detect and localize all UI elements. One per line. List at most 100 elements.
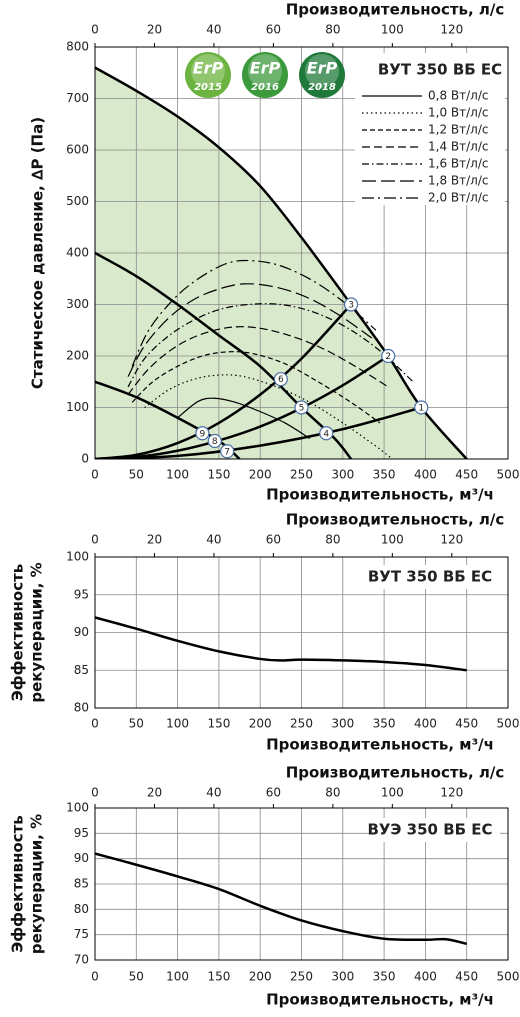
legend-label: 1,0 Вт/л/с [428, 106, 488, 120]
title-box [370, 818, 500, 842]
line [177, 397, 311, 439]
x-tick-label: 500 [497, 970, 520, 984]
point-label: 4 [323, 429, 329, 439]
line [131, 259, 377, 367]
point-label: 9 [200, 429, 206, 439]
point-marker [414, 400, 429, 415]
y-tick-label: 85 [74, 877, 89, 891]
x-tick-label: 150 [207, 970, 230, 984]
line [144, 374, 393, 459]
x2-tick-label: 40 [206, 786, 221, 800]
y-tick-label: 300 [66, 297, 89, 311]
x2-tick-label: 120 [440, 533, 463, 547]
point-label: 3 [348, 301, 354, 311]
x-tick-label: 350 [373, 717, 396, 731]
x-tick-label: 100 [166, 468, 189, 482]
x-tick-label: 250 [290, 970, 313, 984]
x2-tick-label: 100 [381, 23, 404, 37]
badge-text: ErP [250, 59, 281, 78]
badge [299, 52, 345, 98]
x-tick-label: 400 [414, 717, 437, 731]
y-tick-label: 200 [66, 349, 89, 363]
line [95, 66, 468, 459]
y-tick-label: 75 [74, 927, 89, 941]
x-tick-label: 200 [249, 970, 272, 984]
x2-axis-title: Производительность, л/с [286, 1, 505, 19]
badge-inner [248, 54, 282, 88]
point-label: 2 [385, 352, 391, 362]
x-tick-label: 150 [207, 717, 230, 731]
y-tick-label: 90 [74, 625, 89, 639]
point-marker [195, 426, 210, 441]
x-tick-label: 450 [455, 970, 478, 984]
x-tick-label: 0 [91, 717, 99, 731]
x2-tick-label: 60 [266, 23, 281, 37]
x-tick-label: 250 [290, 468, 313, 482]
badge-year: 2016 [251, 82, 279, 93]
x-tick-label: 50 [129, 717, 144, 731]
point-marker [207, 433, 222, 449]
point-label: 8 [212, 437, 218, 447]
chart-title: ВУТ 350 ВБ ЕС [368, 568, 492, 586]
y-tick-label: 0 [81, 452, 89, 466]
area [95, 67, 467, 459]
y-tick-label: 700 [66, 91, 89, 105]
x2-tick-label: 60 [266, 533, 281, 547]
y-tick-label: 95 [74, 587, 89, 601]
x2-tick-label: 80 [325, 786, 340, 800]
point-marker [381, 348, 396, 364]
point-marker [273, 372, 288, 387]
x-tick-label: 300 [331, 970, 354, 984]
legend-box [355, 53, 505, 205]
y-tick-label: 500 [66, 194, 89, 208]
x-tick-label: 200 [249, 468, 272, 482]
legend-label: 1,6 Вт/л/с [428, 157, 488, 171]
line [95, 616, 467, 672]
x-tick-label: 300 [331, 717, 354, 731]
line [127, 326, 389, 396]
x-tick-label: 100 [166, 970, 189, 984]
line [95, 406, 422, 459]
x-tick-label: 150 [207, 468, 230, 482]
x-tick-label: 0 [91, 970, 99, 984]
x2-tick-label: 80 [325, 533, 340, 547]
line [131, 351, 381, 424]
y-axis-title: рекуперации, % [28, 814, 46, 954]
chart-title: ВУЭ 350 ВБ ЕС [367, 821, 492, 839]
chart-title: ВУТ 350 ВБ ЕС [378, 61, 502, 79]
y-tick-label: 80 [74, 701, 89, 715]
x2-tick-label: 0 [91, 786, 99, 800]
y-axis-title: Эффективность [9, 815, 27, 953]
x-axis-title: Производительность, м³/ч [266, 991, 494, 1009]
x-tick-label: 100 [166, 717, 189, 731]
title-box [370, 565, 500, 589]
point-label: 7 [224, 447, 230, 457]
x-tick-label: 300 [331, 468, 354, 482]
x-tick-label: 350 [373, 468, 396, 482]
badge-text: ErP [193, 59, 224, 78]
x-tick-label: 400 [414, 970, 437, 984]
legend-label: 2,0 Вт/л/с [428, 191, 488, 205]
point-label: 5 [299, 404, 305, 414]
x2-tick-label: 60 [266, 786, 281, 800]
x-tick-label: 400 [414, 468, 437, 482]
legend-label: 1,4 Вт/л/с [428, 140, 488, 154]
x2-tick-label: 20 [147, 533, 162, 547]
x-tick-label: 350 [373, 970, 396, 984]
x2-tick-label: 40 [206, 23, 221, 37]
y-tick-label: 100 [66, 400, 89, 414]
y-tick-label: 400 [66, 246, 89, 260]
x-tick-label: 450 [455, 468, 478, 482]
x2-tick-label: 40 [206, 533, 221, 547]
x2-tick-label: 0 [91, 533, 99, 547]
badge [242, 52, 288, 98]
plot-frame [94, 556, 509, 709]
plot-frame [94, 807, 509, 961]
line [95, 852, 467, 946]
legend-label: 1,8 Вт/л/с [428, 174, 488, 188]
badge-year: 2015 [194, 82, 222, 93]
x2-tick-label: 120 [440, 23, 463, 37]
y-axis-title: рекуперации, % [28, 562, 46, 702]
point-marker [294, 400, 309, 415]
